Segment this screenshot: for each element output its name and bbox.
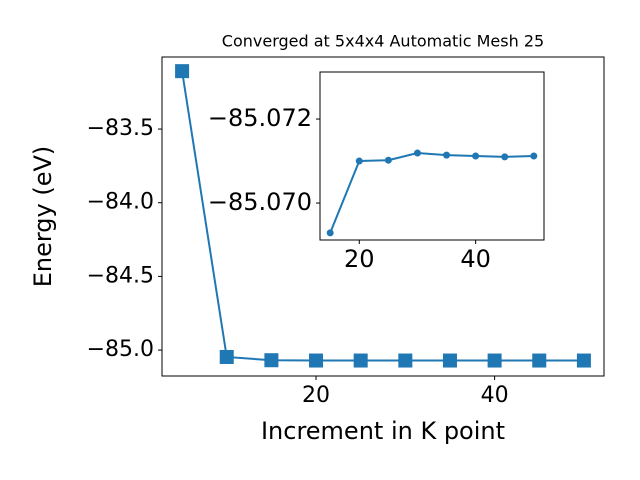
y-tick-label: −84.0 <box>87 190 154 215</box>
marker <box>443 151 451 159</box>
marker <box>264 353 279 368</box>
marker <box>413 149 421 157</box>
marker <box>326 229 334 237</box>
marker <box>530 152 538 160</box>
marker <box>487 353 502 368</box>
marker <box>175 64 190 79</box>
y-tick-label: −85.070 <box>208 188 312 216</box>
y-tick-label: −84.5 <box>87 263 154 288</box>
line <box>181 70 584 362</box>
x-tick-label: 20 <box>344 245 375 273</box>
marker <box>384 156 392 164</box>
marker <box>501 153 509 161</box>
x-tick-label: 40 <box>460 245 491 273</box>
marker <box>309 353 324 368</box>
marker <box>576 353 591 368</box>
marker <box>219 349 234 364</box>
marker <box>532 353 547 368</box>
marker <box>353 353 368 368</box>
chart-title: Converged at 5x4x4 Automatic Mesh 25 <box>222 32 544 51</box>
marker <box>442 353 457 368</box>
x-tick-label: 40 <box>481 383 509 408</box>
y-tick-label: −85.072 <box>208 104 312 132</box>
y-axis-label: Energy (eV) <box>29 146 57 288</box>
marker <box>398 353 413 368</box>
line <box>329 152 534 234</box>
marker <box>355 157 363 165</box>
marker <box>472 152 480 160</box>
y-tick-label: −83.5 <box>87 116 154 141</box>
y-tick-label: −85.0 <box>87 337 154 362</box>
x-axis-label: Increment in K point <box>261 417 505 445</box>
x-tick-label: 20 <box>302 383 330 408</box>
